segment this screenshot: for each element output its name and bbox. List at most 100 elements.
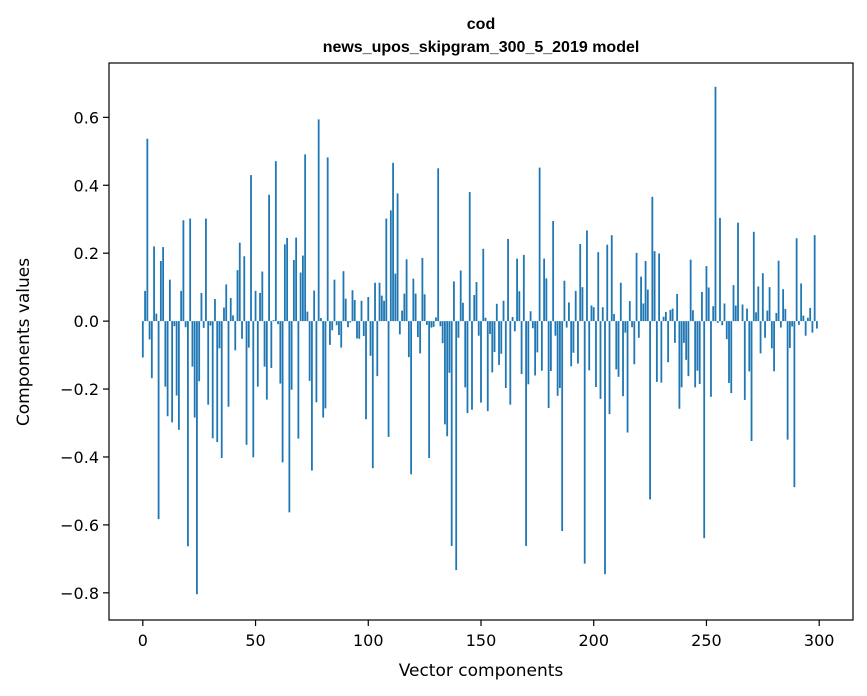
bar [369, 321, 372, 356]
bar [816, 321, 818, 329]
bar [570, 321, 573, 367]
bar [383, 300, 385, 322]
bar [685, 321, 688, 360]
bar [676, 293, 679, 322]
bar [586, 230, 588, 322]
bar [157, 321, 160, 520]
bar [274, 161, 277, 322]
bar [599, 321, 602, 399]
bar [335, 321, 338, 326]
bar [728, 321, 730, 383]
bar [540, 321, 543, 371]
bar [448, 321, 451, 373]
x-tick-label: 0 [138, 631, 148, 650]
bar [642, 303, 645, 322]
bar [678, 321, 681, 409]
bar [721, 321, 724, 326]
bar [703, 321, 706, 539]
bar [392, 162, 394, 322]
bar [617, 321, 620, 377]
bar [579, 244, 582, 322]
bar [664, 311, 667, 322]
bar [770, 321, 773, 349]
x-tick-label: 200 [578, 631, 609, 650]
bar [367, 297, 370, 322]
bar [450, 321, 453, 546]
bar [290, 321, 293, 390]
bar [477, 321, 480, 336]
bar [162, 247, 165, 322]
bar [714, 86, 717, 322]
bar [719, 217, 721, 322]
bar [786, 321, 789, 440]
bar [141, 321, 144, 358]
bar [622, 321, 624, 397]
bar [777, 260, 780, 322]
bar [509, 321, 512, 405]
bar [362, 321, 365, 337]
x-axis-ticks: 0 50 100 150 200 250 300 [138, 620, 834, 650]
bar [631, 321, 633, 328]
bar [545, 278, 548, 322]
bar [710, 321, 712, 397]
bar [606, 244, 609, 322]
bar [696, 321, 699, 371]
bar [466, 321, 469, 414]
bar [168, 279, 171, 322]
bar [610, 235, 613, 322]
bar [800, 283, 803, 322]
bar [811, 321, 814, 333]
bar [504, 321, 507, 389]
bar [444, 321, 446, 425]
bar [775, 312, 778, 322]
bar [295, 237, 298, 322]
bar [259, 292, 261, 322]
bar [561, 321, 564, 532]
bar [520, 321, 523, 375]
y-tick-label: 0.4 [74, 176, 99, 195]
bar [401, 310, 403, 322]
bar [730, 321, 733, 394]
bar [549, 321, 552, 372]
bar [464, 321, 467, 388]
bar [547, 321, 550, 409]
bar [159, 261, 162, 322]
bar [782, 289, 785, 322]
bar [527, 321, 530, 385]
bar [200, 292, 203, 322]
bar [432, 321, 435, 327]
bar [529, 311, 532, 322]
bar [398, 321, 401, 335]
bar [518, 291, 521, 322]
bar [671, 308, 674, 322]
bar [705, 266, 708, 322]
bar [495, 303, 498, 322]
y-axis-ticks: −0.8 −0.6 −0.4 −0.2 0.0 0.2 0.4 0.6 [60, 108, 109, 603]
bar [177, 321, 180, 430]
bar [626, 321, 629, 433]
bar [216, 321, 219, 443]
bar [646, 289, 649, 322]
bar [484, 317, 487, 322]
bar [473, 294, 476, 322]
bar [707, 287, 710, 322]
bar [425, 321, 428, 325]
bar [342, 271, 345, 322]
bar [279, 321, 282, 384]
bar [802, 315, 805, 322]
bar [764, 321, 766, 338]
bar [637, 321, 640, 338]
bar [658, 253, 661, 322]
bar [761, 273, 764, 322]
bar [207, 321, 210, 405]
bar [732, 285, 735, 322]
bar [261, 271, 264, 322]
bar [791, 321, 794, 327]
x-tick-label: 250 [691, 631, 722, 650]
bar [689, 259, 692, 322]
bar [588, 321, 591, 371]
bar [175, 321, 178, 396]
bar [198, 321, 201, 382]
bar [304, 154, 307, 322]
bar [340, 321, 343, 348]
